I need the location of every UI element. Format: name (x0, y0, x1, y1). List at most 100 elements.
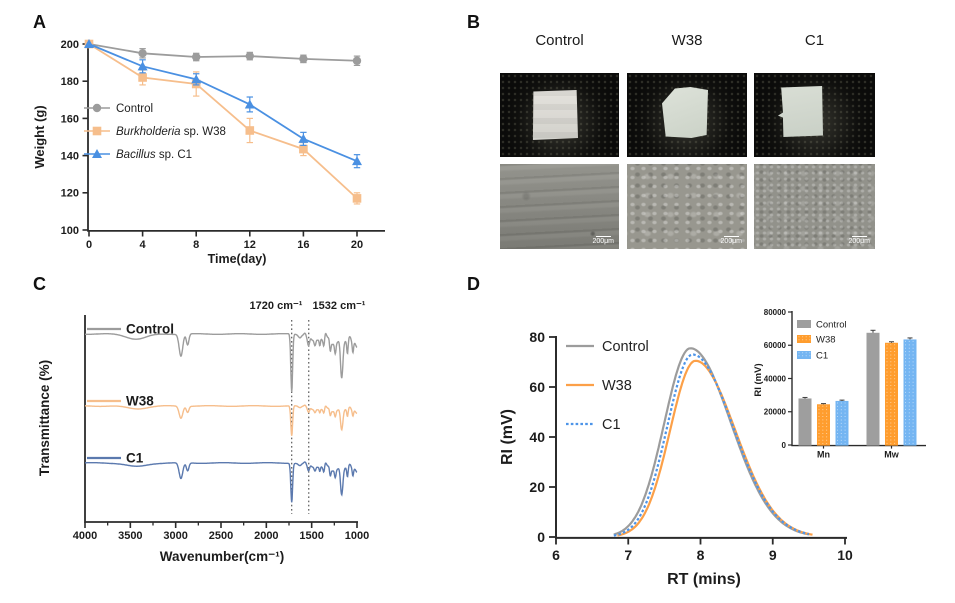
x-tick-label: 2500 (209, 530, 233, 542)
marker-triangle (244, 99, 255, 109)
marker-square (245, 126, 255, 135)
series-line (88, 43, 358, 163)
y-tick-label: 0 (537, 529, 545, 545)
scale-bar-label: 200μm (592, 238, 614, 245)
scale-bar: 200μm (848, 236, 870, 246)
x-axis-title: Time(day) (208, 252, 267, 266)
trace-label: W38 (126, 393, 154, 408)
scale-bar-line (851, 236, 867, 237)
x-axis-title: RT (mins) (667, 571, 741, 588)
marker-circle (245, 51, 254, 61)
spectrum-Control (85, 332, 358, 392)
film-sample-c1 (778, 86, 823, 137)
marker-triangle (84, 39, 94, 48)
x-tick-label: 20 (351, 239, 363, 251)
x-tick-label: 2000 (254, 530, 278, 542)
inset-legend-swatch (797, 320, 811, 328)
y-tick-label: 40 (529, 429, 545, 445)
y-axis-title: RI (mV) (499, 409, 516, 465)
film-sample-control (532, 90, 578, 140)
inset-legend-swatch (797, 351, 811, 359)
legend-marker (92, 103, 102, 113)
x-tick-label: 9 (769, 547, 777, 563)
annotation: 1720 cm⁻¹ (250, 300, 303, 312)
legend-label: Bacillus sp. C1 (116, 149, 192, 161)
x-tick-label: 8 (697, 547, 705, 563)
spectrum-W38 (85, 404, 358, 436)
marker-circle (138, 49, 147, 58)
film-photo-w38 (627, 73, 747, 157)
y-axis-title: Weight (g) (32, 105, 47, 168)
x-tick-label: 6 (552, 547, 560, 563)
marker-triangle (191, 74, 202, 84)
trace-label: C1 (126, 450, 144, 465)
spectrum-C1 (85, 461, 358, 503)
curve-C1 (613, 353, 810, 537)
annotation: 1532 cm⁻¹ (313, 300, 366, 312)
x-tick-label: 4000 (73, 530, 97, 542)
x-axis-title: Wavenumber(cm⁻¹) (160, 549, 284, 564)
sem-micrograph-control: 200μm (500, 164, 619, 249)
marker-triangle (137, 61, 148, 71)
legend-marker (92, 126, 102, 136)
x-tick-label: 7 (624, 547, 632, 563)
y-tick-label: 20 (529, 479, 545, 495)
inset-y-tick-label: 40000 (764, 374, 787, 383)
scale-bar: 200μm (592, 236, 614, 246)
scale-bar-line (595, 236, 611, 237)
x-tick-label: 3500 (118, 530, 142, 542)
column-header-c1: C1 (804, 32, 825, 49)
bar-Control-Mn (798, 398, 812, 446)
scale-bar-label: 200μm (848, 238, 870, 245)
x-tick-label: 4 (140, 239, 147, 251)
film-photo-c1 (754, 73, 875, 157)
y-tick-label: 160 (61, 113, 79, 125)
inset-y-axis-title: RI (mV) (753, 363, 764, 396)
panel-a-label: A (33, 12, 46, 32)
legend-label: W38 (602, 378, 632, 394)
panel-c-label: C (33, 274, 46, 294)
inset-legend-swatch (797, 335, 811, 343)
bar-Control-Mw (866, 332, 880, 446)
x-tick-label: 10 (837, 547, 853, 563)
legend-label: Control (602, 339, 649, 355)
legend-marker (92, 149, 102, 158)
inset-legend-label: W38 (816, 334, 836, 345)
scale-bar-line (723, 236, 739, 237)
legend-label: C1 (602, 417, 621, 433)
bar-W38-Mn (817, 404, 830, 446)
panel-d-label: D (467, 274, 480, 294)
marker-circle (192, 52, 201, 62)
inset-y-tick-label: 80000 (764, 308, 787, 317)
y-tick-label: 100 (61, 225, 79, 237)
y-tick-label: 200 (61, 39, 79, 51)
marker-square (138, 73, 147, 82)
column-header-w38: W38 (671, 32, 703, 49)
inset-legend-label: C1 (816, 350, 828, 361)
inset-y-tick-label: 0 (782, 441, 787, 450)
marker-square (299, 144, 308, 154)
y-tick-label: 120 (61, 188, 79, 200)
y-tick-label: 140 (61, 150, 79, 162)
marker-triangle (298, 133, 309, 143)
series-line (88, 43, 358, 200)
inset-y-tick-label: 60000 (764, 341, 787, 350)
bar-C1-Mn (835, 400, 849, 446)
y-axis-title: Transmittance (%) (37, 360, 52, 476)
inset-legend-label: Control (816, 319, 847, 330)
inset-x-category-label: Mn (817, 450, 830, 460)
x-tick-label: 1500 (299, 530, 323, 542)
marker-square (352, 194, 362, 203)
scale-bar: 200μm (720, 236, 742, 246)
y-tick-label: 80 (529, 329, 545, 345)
legend-label: Control (116, 103, 153, 115)
panel-d-gpc-chart: 0 20 40 60 80 6 7 8 9 10 RT (mins) RI (mV) Control W3… (499, 308, 926, 588)
marker-circle (352, 56, 362, 65)
trace-label: Control (126, 321, 174, 336)
marker-circle (299, 54, 308, 64)
axes (84, 315, 358, 523)
scale-bar-label: 200μm (720, 238, 742, 245)
bar-C1-Mw (903, 339, 917, 446)
x-tick-label: 12 (244, 239, 256, 251)
y-tick-label: 60 (529, 379, 545, 395)
